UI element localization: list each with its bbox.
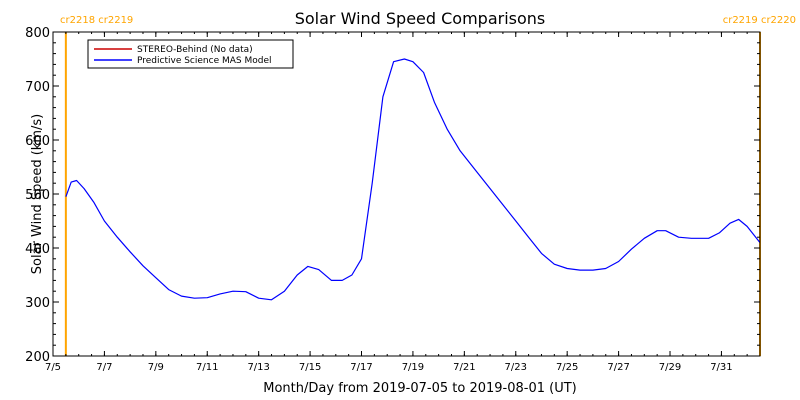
x-tick-label: 7/9 <box>148 362 164 373</box>
x-tick-label: 7/7 <box>96 362 112 373</box>
x-tick-label: 7/11 <box>196 362 218 373</box>
x-tick-label: 7/13 <box>247 362 269 373</box>
x-tick-label: 7/5 <box>45 362 61 373</box>
x-axis-title: Month/Day from 2019-07-05 to 2019-08-01 … <box>263 381 576 396</box>
x-tick-label: 7/21 <box>453 362 475 373</box>
y-axis-title: Solar Wind Speed (km/s) <box>30 114 45 274</box>
chart-title: Solar Wind Speed Comparisons <box>295 9 546 28</box>
x-axis-ticks: 7/5 7/7 7/9 7/11 7/13 7/15 7/17 7/19 7/21 7/23 7/2… <box>45 32 761 373</box>
legend: STEREO-Behind (No data) Predictive Scien… <box>87 39 294 69</box>
carrington-label: cr2218 cr2219 <box>60 15 133 26</box>
legend-label-mas: Predictive Science MAS Model <box>137 56 272 66</box>
x-tick-label: 7/23 <box>505 362 527 373</box>
y-tick-label: 700 <box>25 80 50 95</box>
series-line-mas-model <box>65 58 761 301</box>
carrington-label: cr2219 cr2220 <box>723 15 796 26</box>
x-tick-label: 7/29 <box>659 362 681 373</box>
x-tick-label: 7/25 <box>556 362 578 373</box>
series-layer <box>65 58 761 301</box>
x-tick-label: 7/19 <box>402 362 424 373</box>
x-tick-label: 7/17 <box>350 362 372 373</box>
legend-box <box>87 39 294 69</box>
y-tick-label: 500 <box>25 188 50 203</box>
legend-label-stereo: STEREO-Behind (No data) <box>137 45 253 55</box>
y-tick-label: 800 <box>25 26 50 41</box>
y-tick-label: 200 <box>25 350 50 365</box>
y-tick-label: 400 <box>25 242 50 257</box>
y-tick-label: 600 <box>25 134 50 149</box>
y-axis-ticks: 200 300 400 500 600 700 800 <box>25 26 760 365</box>
x-tick-label: 7/15 <box>299 362 321 373</box>
x-tick-label: 7/31 <box>710 362 732 373</box>
x-tick-label: 7/27 <box>607 362 629 373</box>
y-tick-label: 300 <box>25 296 50 311</box>
